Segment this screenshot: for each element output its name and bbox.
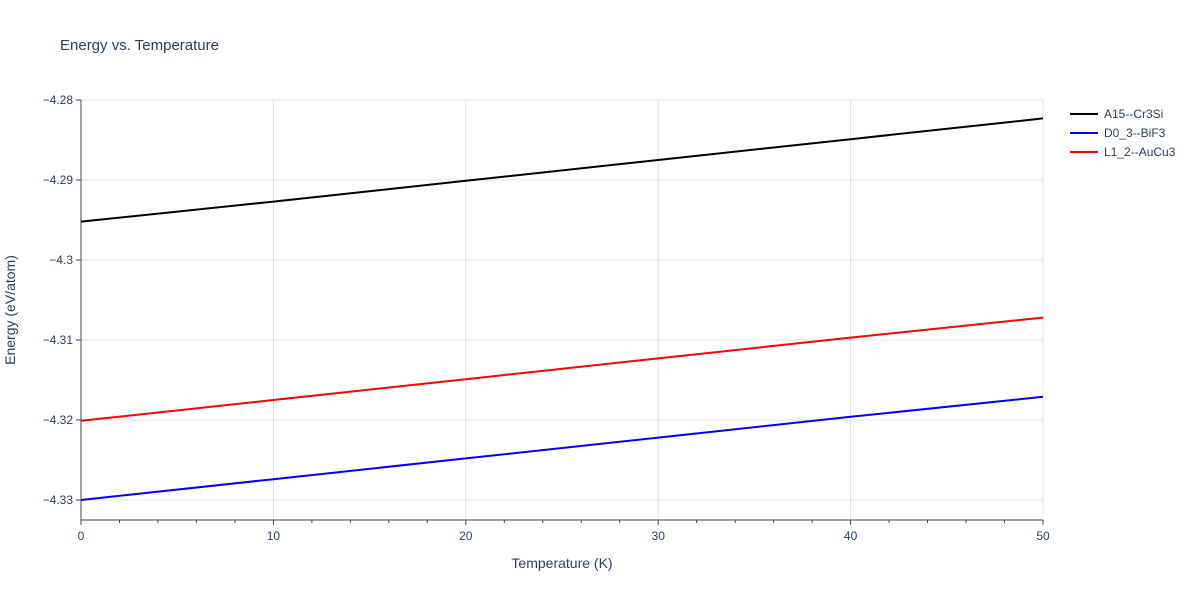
series-layer: [80, 117, 1044, 501]
x-tick-label: 40: [844, 529, 858, 543]
y-tick-label: −4.33: [43, 493, 74, 507]
y-axis-title: Energy (eV/atom): [2, 255, 18, 365]
axes-layer: [80, 100, 1043, 521]
legend-label: A15--Cr3Si: [1104, 107, 1163, 121]
y-tick-label: −4.31: [43, 333, 74, 347]
y-tick-label: −4.32: [43, 413, 74, 427]
series-line: [80, 117, 1044, 223]
x-axis-title: Temperature (K): [511, 555, 612, 571]
series-line: [80, 316, 1044, 422]
y-tick-label: −4.29: [43, 173, 74, 187]
x-tick-label: 20: [459, 529, 473, 543]
legend-label: L1_2--AuCu3: [1104, 145, 1176, 159]
chart-title: Energy vs. Temperature: [60, 37, 219, 54]
y-tick-label: −4.3: [49, 253, 73, 267]
grid-layer: [81, 99, 1044, 520]
x-tick-label: 30: [652, 529, 666, 543]
legend: A15--Cr3Si D0_3--BiF3 L1_2--AuCu3: [1070, 107, 1176, 159]
x-tick-label: 10: [267, 529, 281, 543]
x-tick-label: 50: [1036, 529, 1050, 543]
y-tick-label: −4.28: [43, 93, 74, 107]
legend-label: D0_3--BiF3: [1104, 126, 1166, 140]
ticks-layer: 0 10 20 30 40 50 −4.33 −4.32 −4.31 −4.3 −4.29 −4.28: [43, 93, 1050, 543]
series-line: [80, 395, 1044, 501]
x-tick-label: 0: [78, 529, 85, 543]
